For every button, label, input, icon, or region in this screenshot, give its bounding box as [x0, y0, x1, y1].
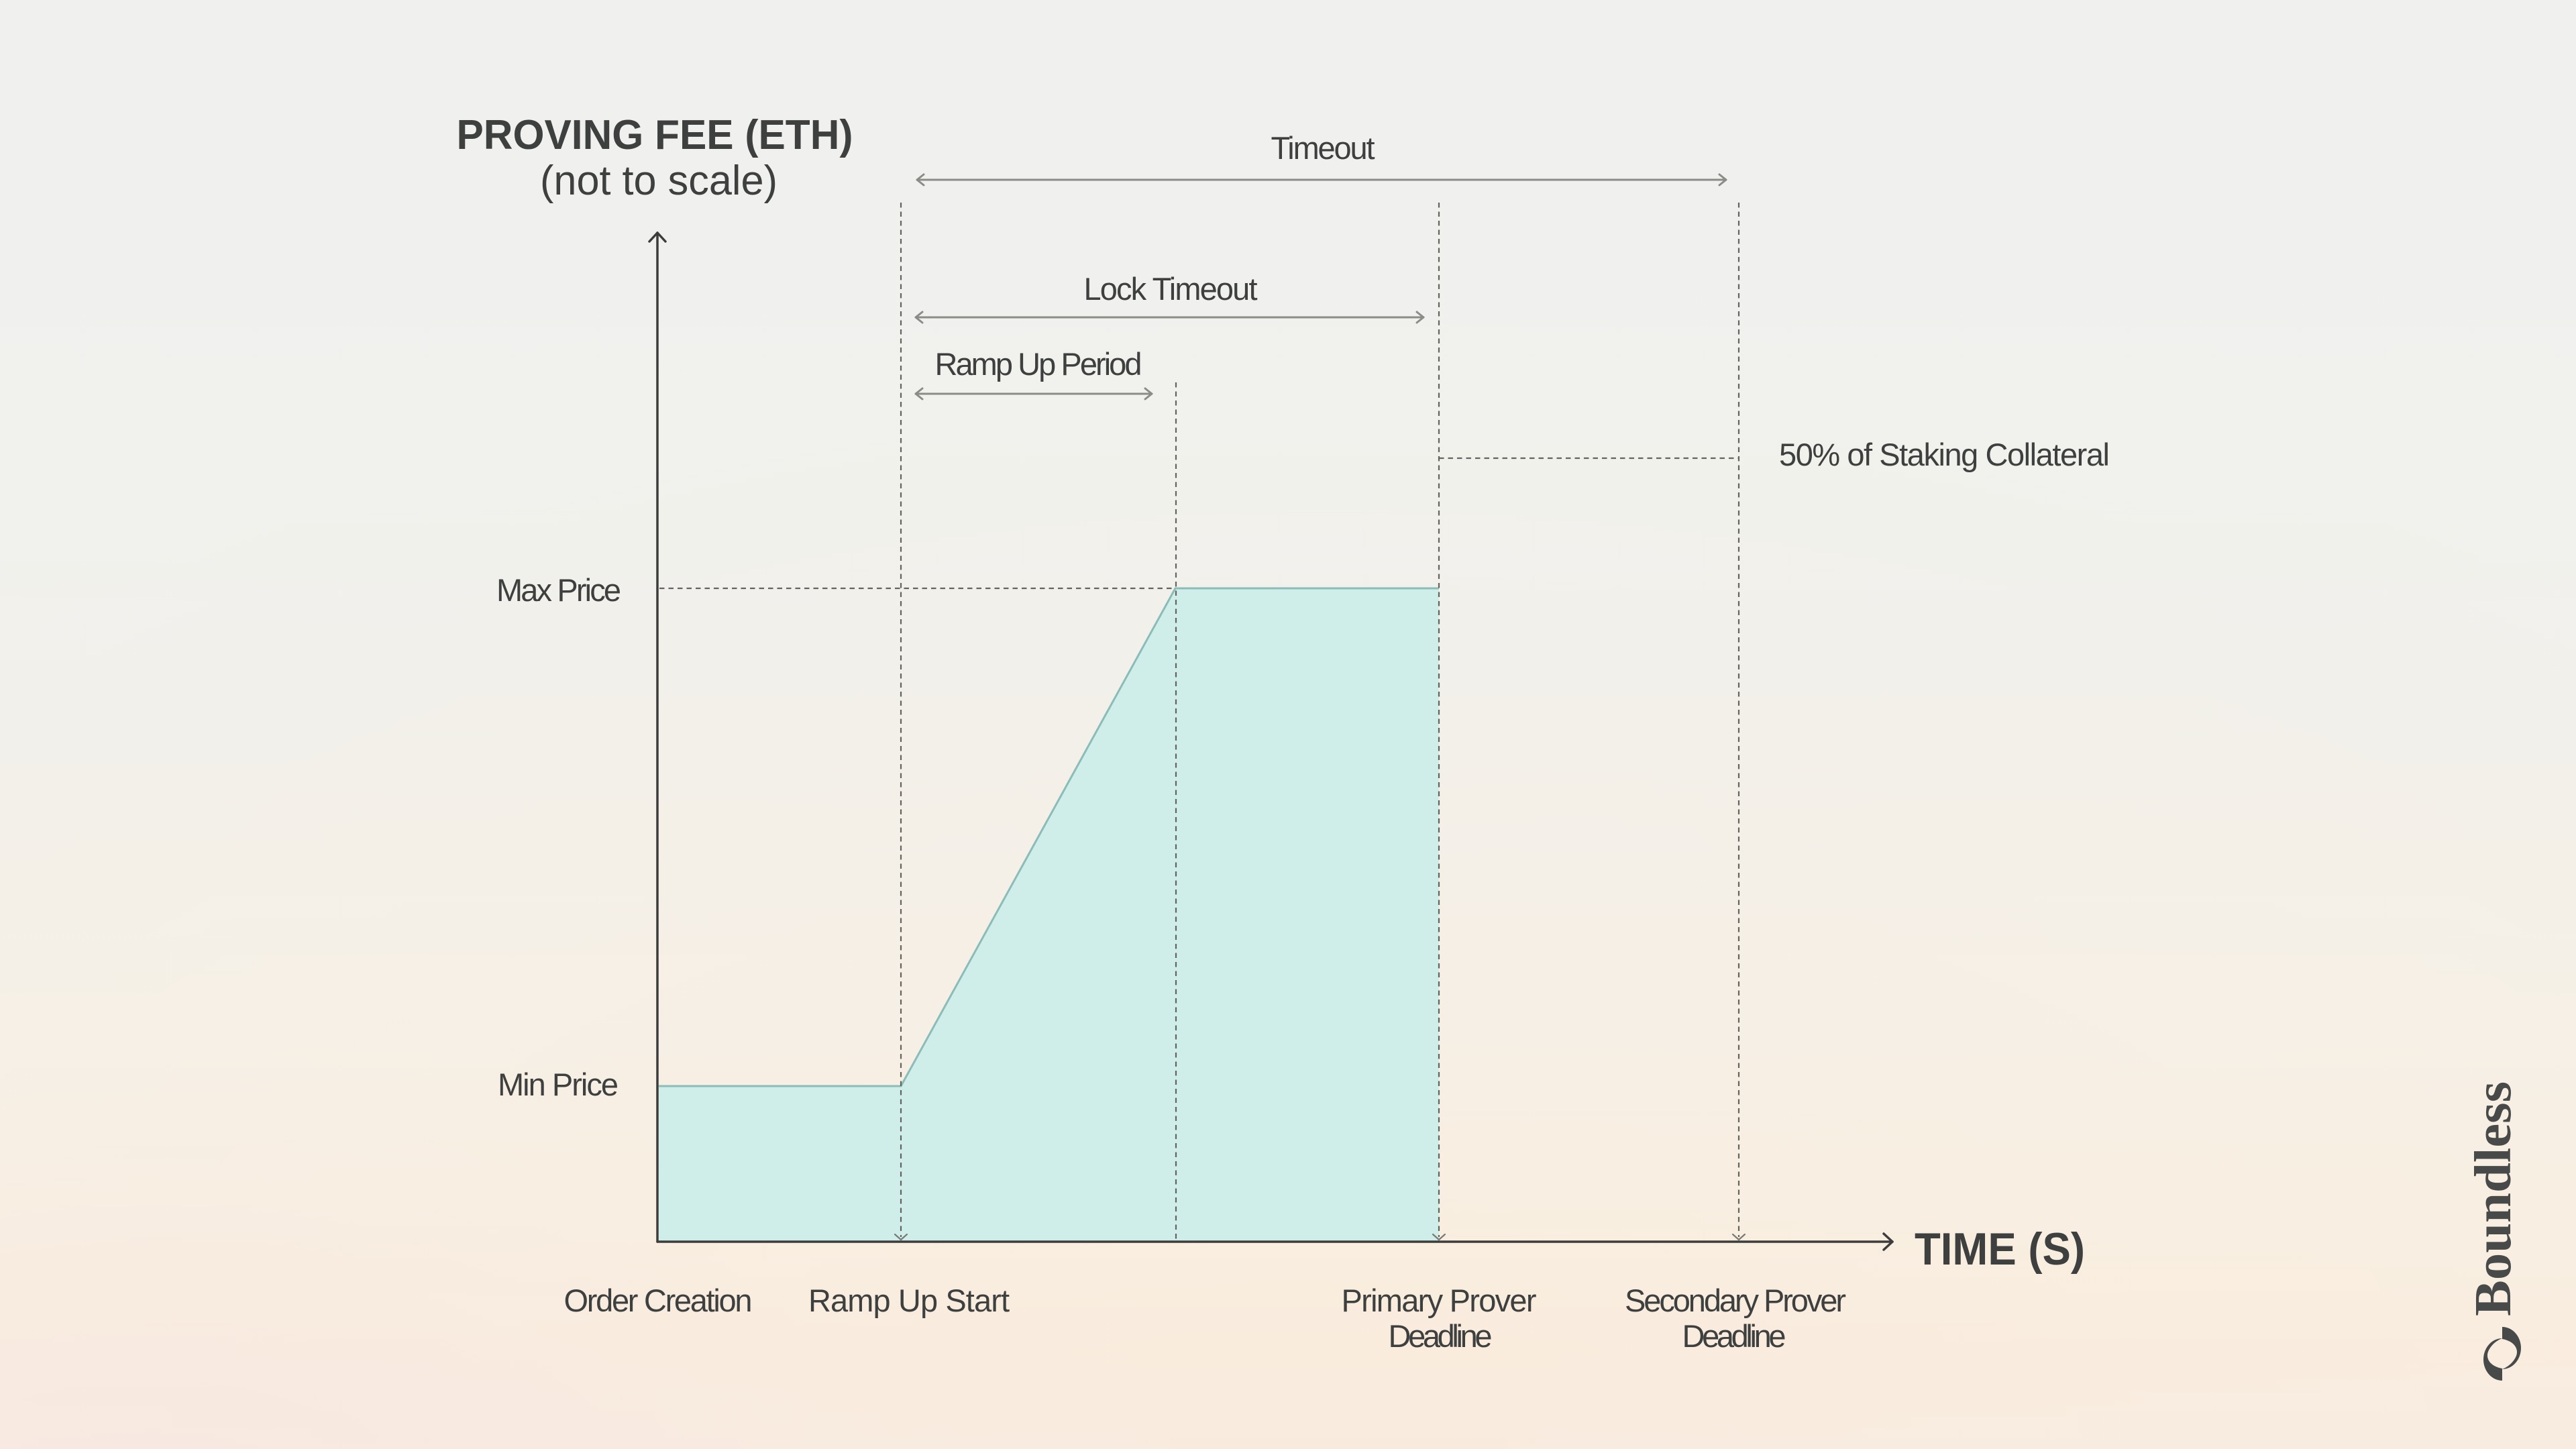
- svg-text:Order Creation: Order Creation: [564, 1283, 753, 1318]
- svg-text:Boundless: Boundless: [2464, 1081, 2522, 1316]
- svg-text:Primary Prover: Primary Prover: [1342, 1283, 1537, 1318]
- svg-text:Deadline: Deadline: [1389, 1318, 1493, 1354]
- svg-text:Lock Timeout: Lock Timeout: [1084, 271, 1258, 307]
- svg-text:Ramp Up Start: Ramp Up Start: [808, 1283, 1010, 1318]
- svg-text:Max Price: Max Price: [496, 572, 621, 608]
- svg-text:Min Price: Min Price: [498, 1067, 619, 1102]
- svg-text:(not to scale): (not to scale): [540, 158, 777, 204]
- svg-text:PROVING FEE (ETH): PROVING FEE (ETH): [457, 112, 853, 158]
- svg-text:TIME (S): TIME (S): [1915, 1224, 2085, 1275]
- svg-text:Deadline: Deadline: [1682, 1318, 1786, 1354]
- svg-text:Timeout: Timeout: [1271, 130, 1375, 166]
- svg-text:Secondary Prover: Secondary Prover: [1625, 1283, 1846, 1318]
- svg-text:50% of Staking Collateral: 50% of Staking Collateral: [1779, 437, 2110, 472]
- svg-text:Ramp Up Period: Ramp Up Period: [935, 346, 1142, 382]
